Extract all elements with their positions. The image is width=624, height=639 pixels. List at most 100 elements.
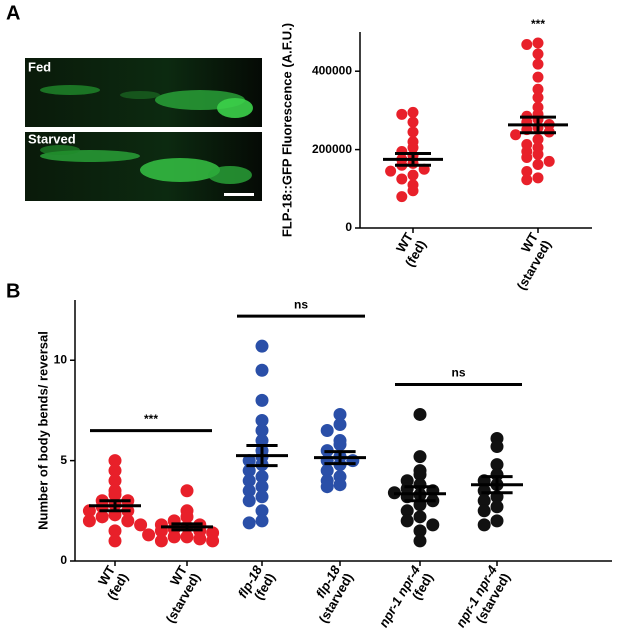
data-point — [521, 174, 533, 186]
panel-label: B — [6, 280, 20, 302]
data-point — [255, 480, 269, 494]
data-point — [320, 424, 334, 437]
data-point — [532, 71, 544, 83]
data-point — [255, 504, 269, 518]
data-point — [400, 514, 414, 528]
data-point — [108, 474, 122, 488]
data-point — [477, 494, 491, 508]
data-point — [413, 407, 427, 421]
data-point — [543, 155, 555, 167]
data-point — [396, 191, 408, 203]
y-tick-label: 200000 — [312, 142, 352, 156]
data-point — [532, 133, 544, 145]
data-point — [521, 166, 533, 178]
y-tick-label: 400000 — [312, 63, 352, 77]
data-point — [108, 454, 122, 468]
data-point — [134, 518, 148, 532]
data-point — [532, 91, 544, 103]
data-point — [407, 185, 419, 197]
data-point — [121, 514, 135, 528]
data-point — [413, 534, 427, 548]
data-point — [82, 504, 96, 518]
data-point — [333, 417, 347, 431]
data-point — [396, 173, 408, 185]
category-label: npr-1 npr-4(starved) — [453, 562, 513, 630]
category-label: npr-1 npr-4(fed) — [376, 562, 436, 630]
significance-label: *** — [531, 17, 545, 31]
category-label: flp-18(starved) — [313, 562, 356, 625]
data-point — [108, 524, 122, 538]
category-label: WT(starved) — [514, 230, 554, 293]
data-point — [490, 458, 504, 472]
data-point — [510, 129, 522, 141]
y-axis-label: Number of body bends/ reversal — [35, 331, 50, 530]
image-label: Starved — [28, 131, 76, 146]
data-point — [407, 169, 419, 181]
data-point — [95, 510, 109, 524]
data-point — [167, 530, 181, 544]
data-point — [490, 500, 504, 514]
data-point — [521, 151, 533, 163]
significance-label: ns — [451, 366, 465, 380]
data-point — [255, 424, 269, 437]
panel-label: A — [6, 2, 20, 24]
data-point — [320, 464, 334, 478]
data-point — [532, 148, 544, 160]
data-point — [242, 454, 256, 468]
image-label: Fed — [28, 59, 51, 74]
data-point — [320, 480, 334, 494]
category-label: WT(starved) — [163, 563, 203, 626]
data-point — [532, 48, 544, 60]
data-point — [532, 158, 544, 170]
y-tick-label: 0 — [345, 220, 352, 234]
data-point — [413, 450, 427, 464]
micrograph-starved — [25, 132, 262, 201]
data-point — [255, 514, 269, 528]
data-point — [532, 172, 544, 184]
data-point — [206, 534, 220, 548]
data-point — [407, 116, 419, 128]
data-point — [108, 534, 122, 548]
data-point — [255, 393, 269, 407]
data-point — [255, 434, 269, 448]
data-point — [490, 440, 504, 454]
data-point — [413, 524, 427, 538]
data-point — [413, 510, 427, 524]
data-point — [396, 108, 408, 120]
data-point — [180, 530, 194, 544]
data-point — [193, 532, 207, 546]
y-tick-label: 0 — [60, 553, 67, 567]
data-point — [333, 478, 347, 492]
data-point — [242, 474, 256, 488]
data-point — [426, 518, 440, 532]
micrograph-fed — [25, 58, 262, 127]
data-point — [407, 106, 419, 118]
data-point — [490, 514, 504, 528]
data-point — [82, 514, 96, 528]
y-tick-label: 5 — [60, 453, 67, 467]
data-point — [108, 464, 122, 478]
data-point — [180, 510, 194, 524]
data-point — [477, 518, 491, 532]
significance-label: *** — [144, 412, 158, 426]
data-point — [142, 528, 156, 542]
data-point — [532, 83, 544, 95]
data-point — [477, 504, 491, 518]
data-point — [180, 484, 194, 498]
y-axis-label: FLP-18::GFP Fluorescence (A.F.U.) — [279, 23, 294, 237]
category-label: WT(fed) — [393, 230, 429, 269]
data-point — [108, 488, 122, 502]
data-point — [255, 363, 269, 377]
data-point — [255, 413, 269, 427]
data-point — [385, 165, 397, 177]
data-point — [255, 339, 269, 353]
data-point — [407, 126, 419, 138]
data-point — [400, 504, 414, 518]
data-point — [521, 39, 533, 51]
significance-label: ns — [294, 297, 308, 311]
data-point — [333, 438, 347, 452]
data-point — [255, 490, 269, 504]
category-label: WT(fed) — [95, 563, 131, 602]
category-label: flp-18(fed) — [235, 562, 278, 602]
